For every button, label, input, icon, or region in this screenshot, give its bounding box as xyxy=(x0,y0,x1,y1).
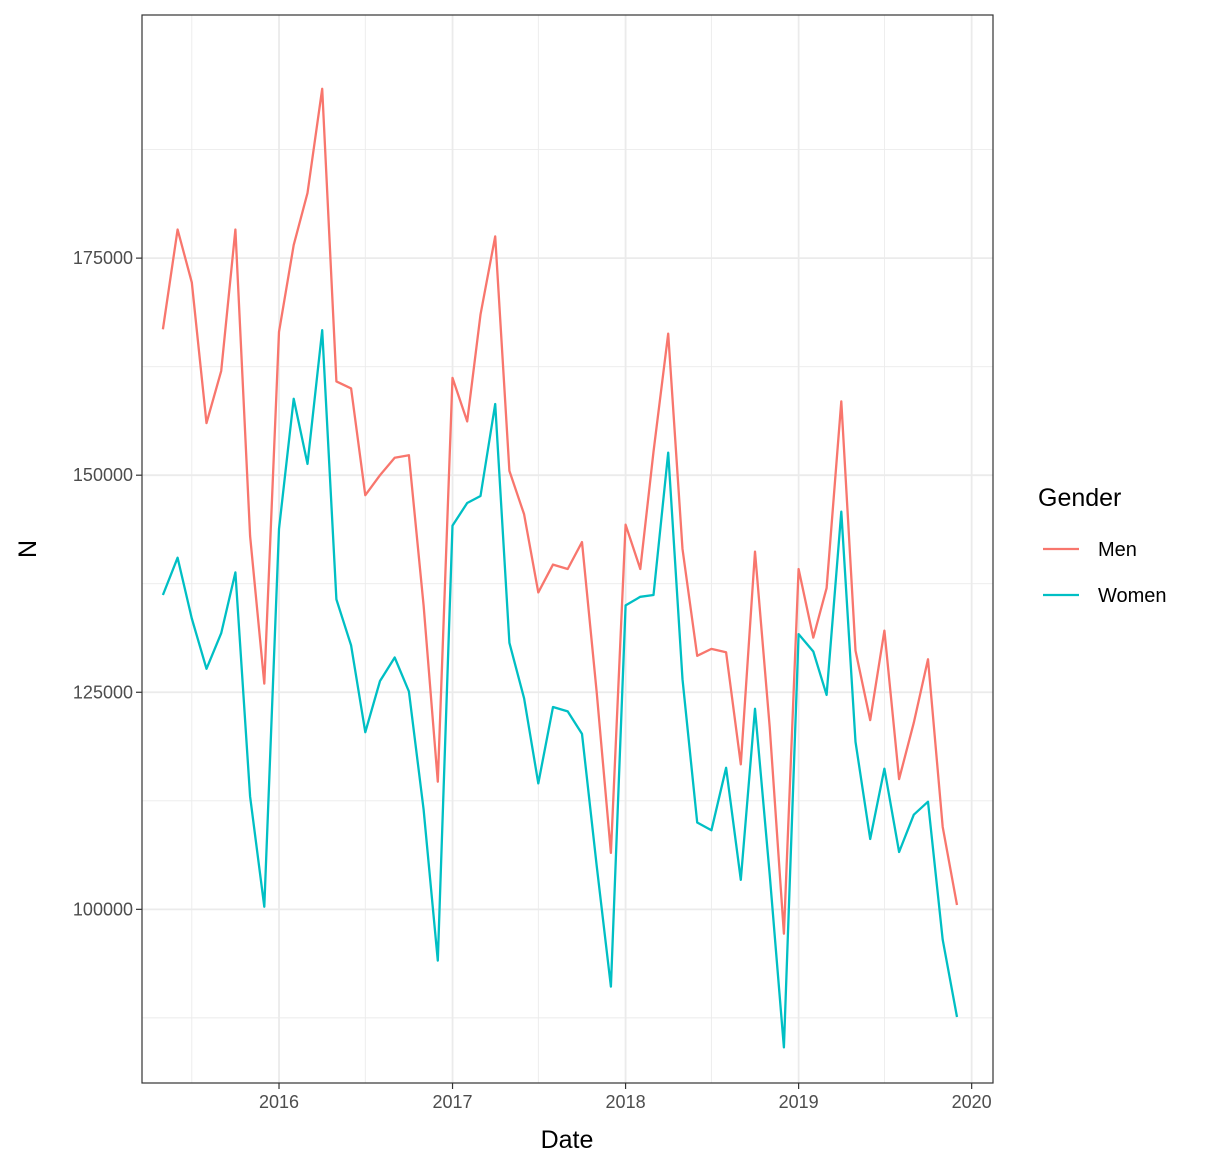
x-tick-label: 2018 xyxy=(606,1092,646,1112)
panel-background xyxy=(142,15,993,1083)
x-axis-title: Date xyxy=(541,1126,594,1154)
x-axis: 2016 2017 2018 2019 2020 xyxy=(259,1083,992,1112)
y-tick-label: 175000 xyxy=(73,248,133,268)
legend-label-women: Women xyxy=(1098,585,1167,607)
panel-border xyxy=(141,14,994,1084)
y-axis: 100000 125000 150000 175000 xyxy=(73,248,142,919)
legend: Gender Men Women xyxy=(1038,484,1167,607)
x-tick-label: 2016 xyxy=(259,1092,299,1112)
y-axis-title: N xyxy=(14,540,42,558)
y-tick-label: 125000 xyxy=(73,682,133,702)
legend-label-men: Men xyxy=(1098,539,1137,561)
y-tick-label: 100000 xyxy=(73,899,133,919)
series-lines xyxy=(161,87,959,1049)
series-line-women xyxy=(161,329,959,1049)
x-tick-label: 2020 xyxy=(952,1092,992,1112)
minor-gridlines xyxy=(142,15,993,1083)
legend-title: Gender xyxy=(1038,484,1121,512)
legend-items: Men Women xyxy=(1043,539,1167,607)
x-tick-label: 2017 xyxy=(433,1092,473,1112)
y-tick-label: 150000 xyxy=(73,465,133,485)
series-line-men xyxy=(161,87,959,935)
x-tick-label: 2019 xyxy=(779,1092,819,1112)
